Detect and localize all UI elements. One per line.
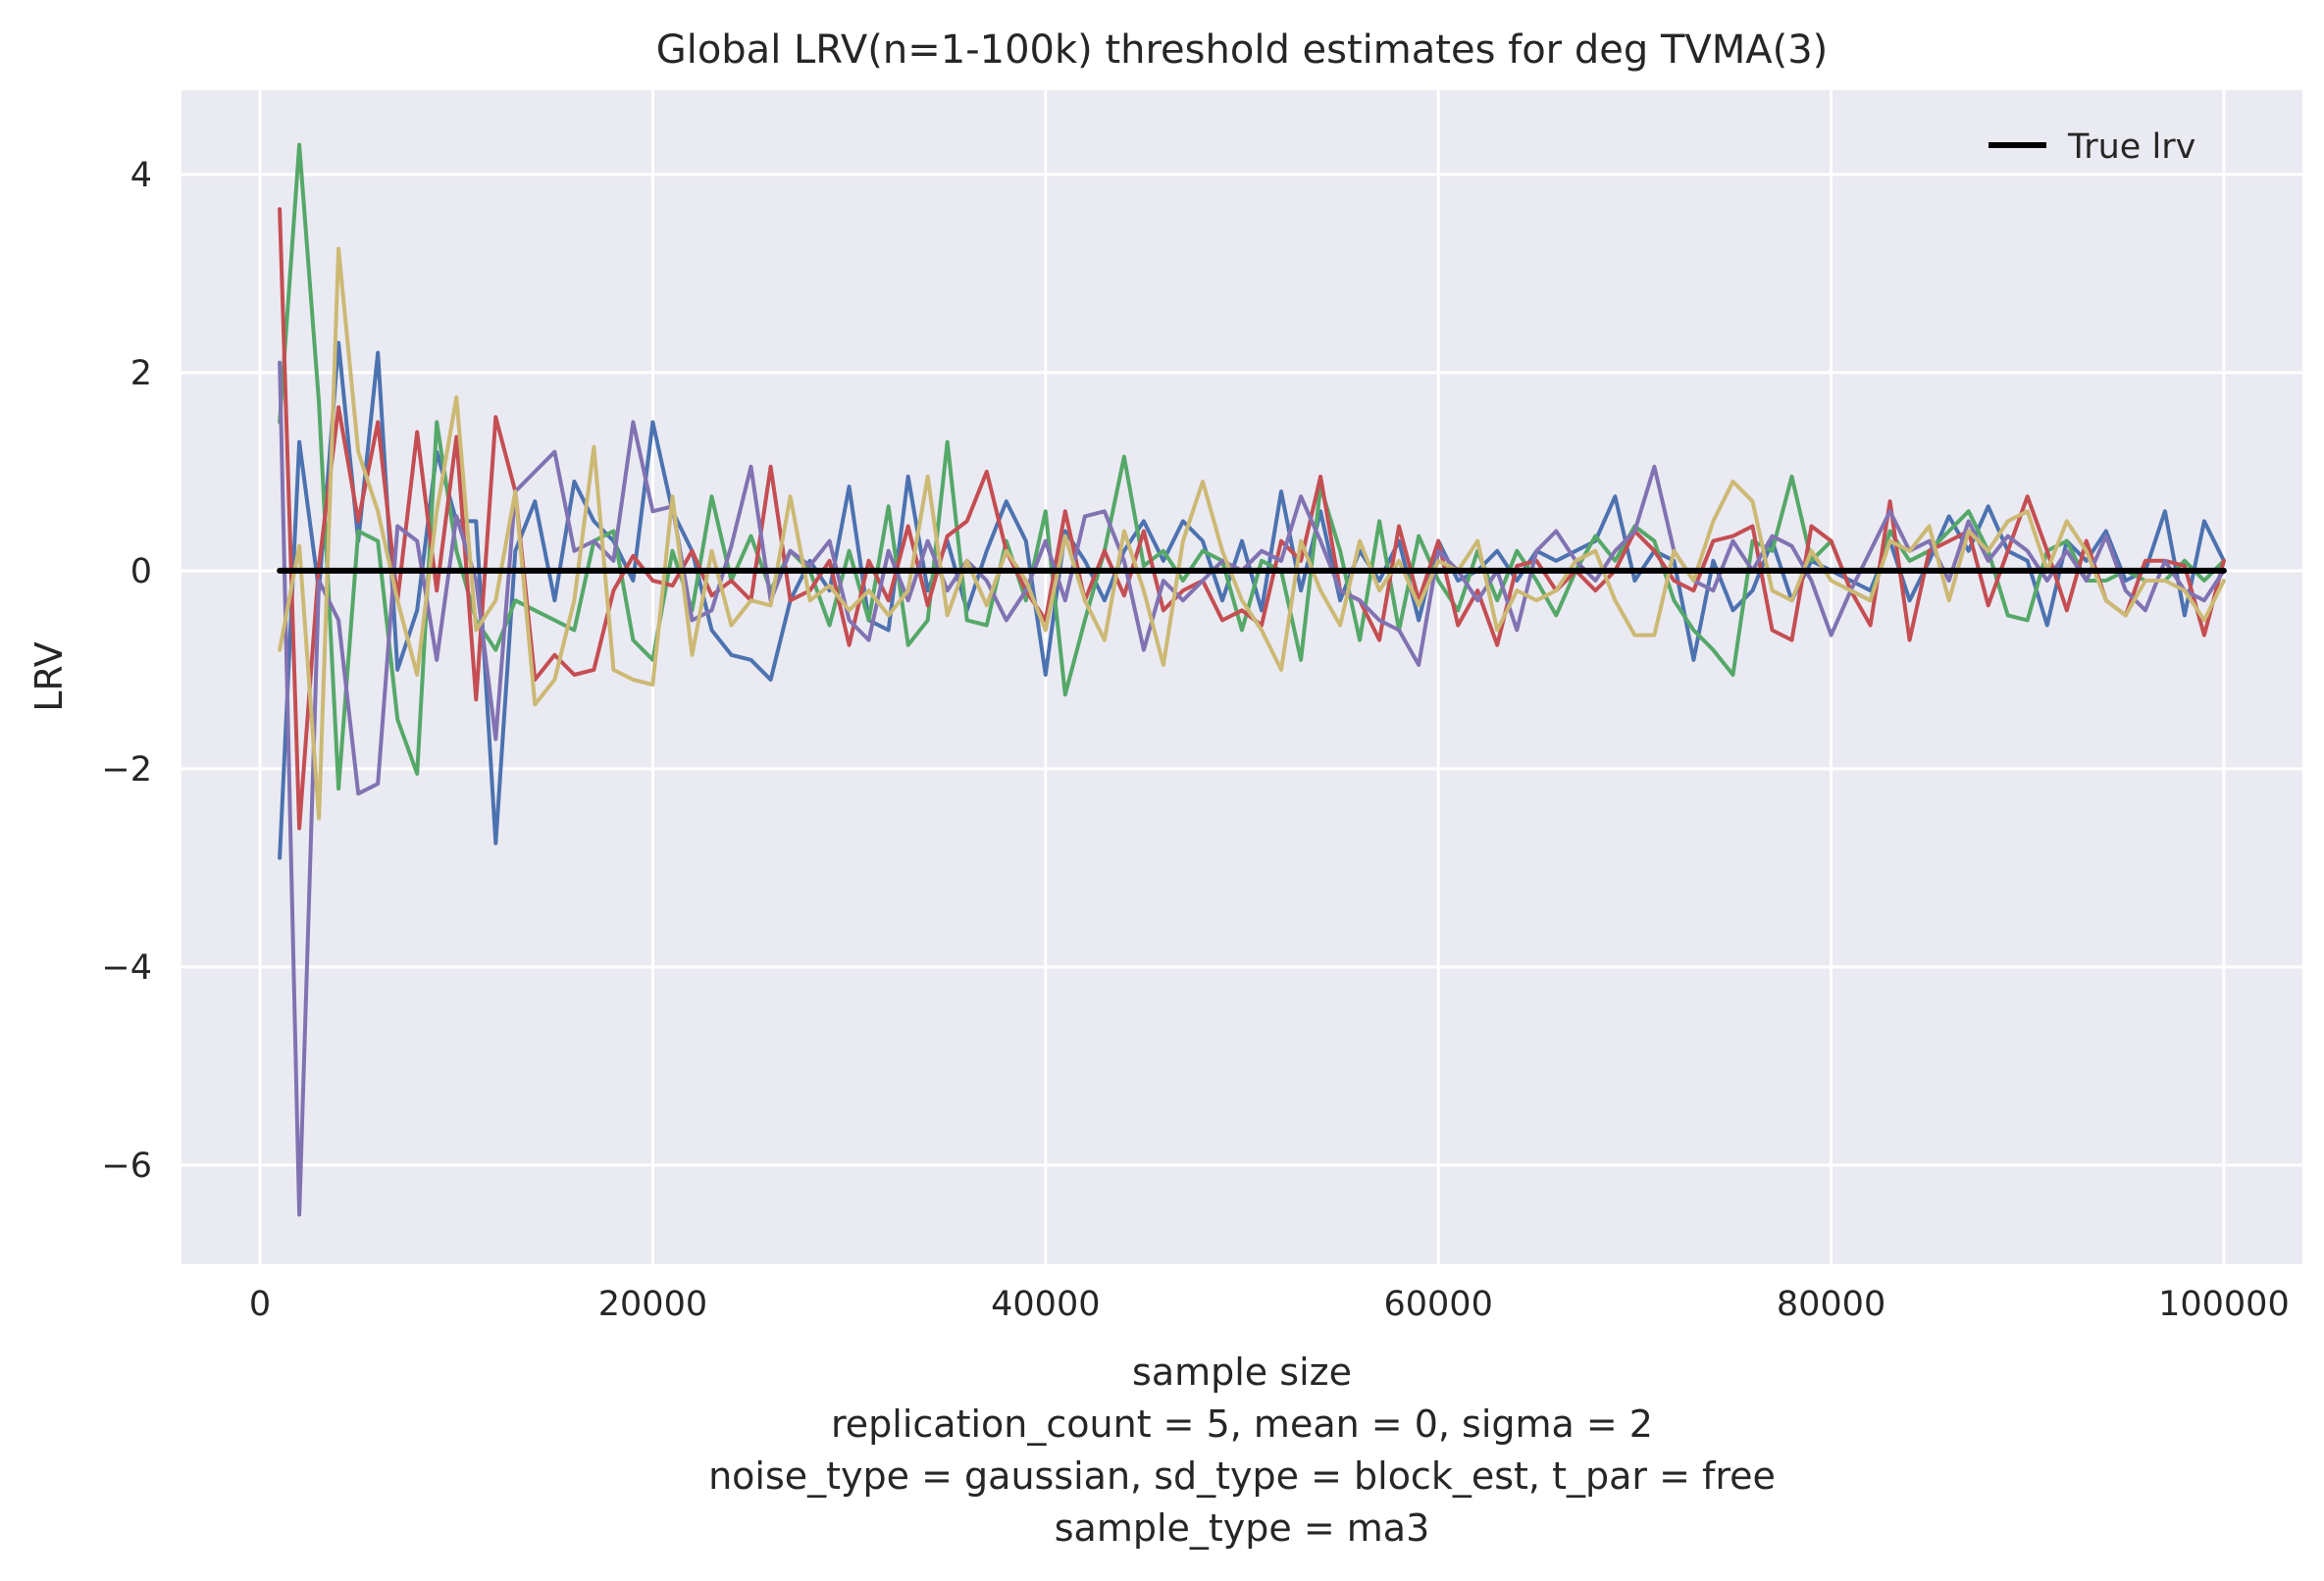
x-tick-label: 80000 <box>1777 1285 1885 1324</box>
x-tick-label: 0 <box>249 1285 271 1324</box>
tick-labels: 0 20000 40000 60000 80000 100000 4 2 0 −2 −4 −6 <box>101 156 2289 1324</box>
series-lines <box>277 142 2227 1217</box>
y-tick-label: −4 <box>101 948 152 988</box>
y-tick-label: 4 <box>130 156 152 195</box>
x-tick-label: 40000 <box>991 1285 1100 1324</box>
x-tick-label: 100000 <box>2158 1285 2290 1324</box>
y-tick-label: 0 <box>130 552 152 591</box>
y-axis-label: LRV <box>27 641 71 712</box>
x-axis-label-line: noise_type = gaussian, sd_type = block_e… <box>708 1454 1776 1498</box>
series-line-replication-5 <box>278 246 2226 821</box>
y-tick-label: −2 <box>101 750 152 790</box>
legend: True lrv <box>1988 128 2195 167</box>
x-tick-label: 60000 <box>1384 1285 1493 1324</box>
y-tick-label: −6 <box>101 1147 152 1186</box>
chart-title: Global LRV(n=1-100k) threshold estimates… <box>656 27 1829 73</box>
legend-label-true-lrv: True lrv <box>2067 128 2195 167</box>
x-axis-label-line: sample_type = ma3 <box>1055 1506 1430 1550</box>
x-axis-label-line: sample size <box>1132 1351 1352 1394</box>
x-axis-label: sample size replication_count = 5, mean =… <box>708 1351 1776 1550</box>
x-axis-label-line: replication_count = 5, mean = 0, sigma =… <box>831 1402 1653 1446</box>
y-tick-label: 2 <box>130 354 152 393</box>
x-tick-label: 20000 <box>598 1285 707 1324</box>
